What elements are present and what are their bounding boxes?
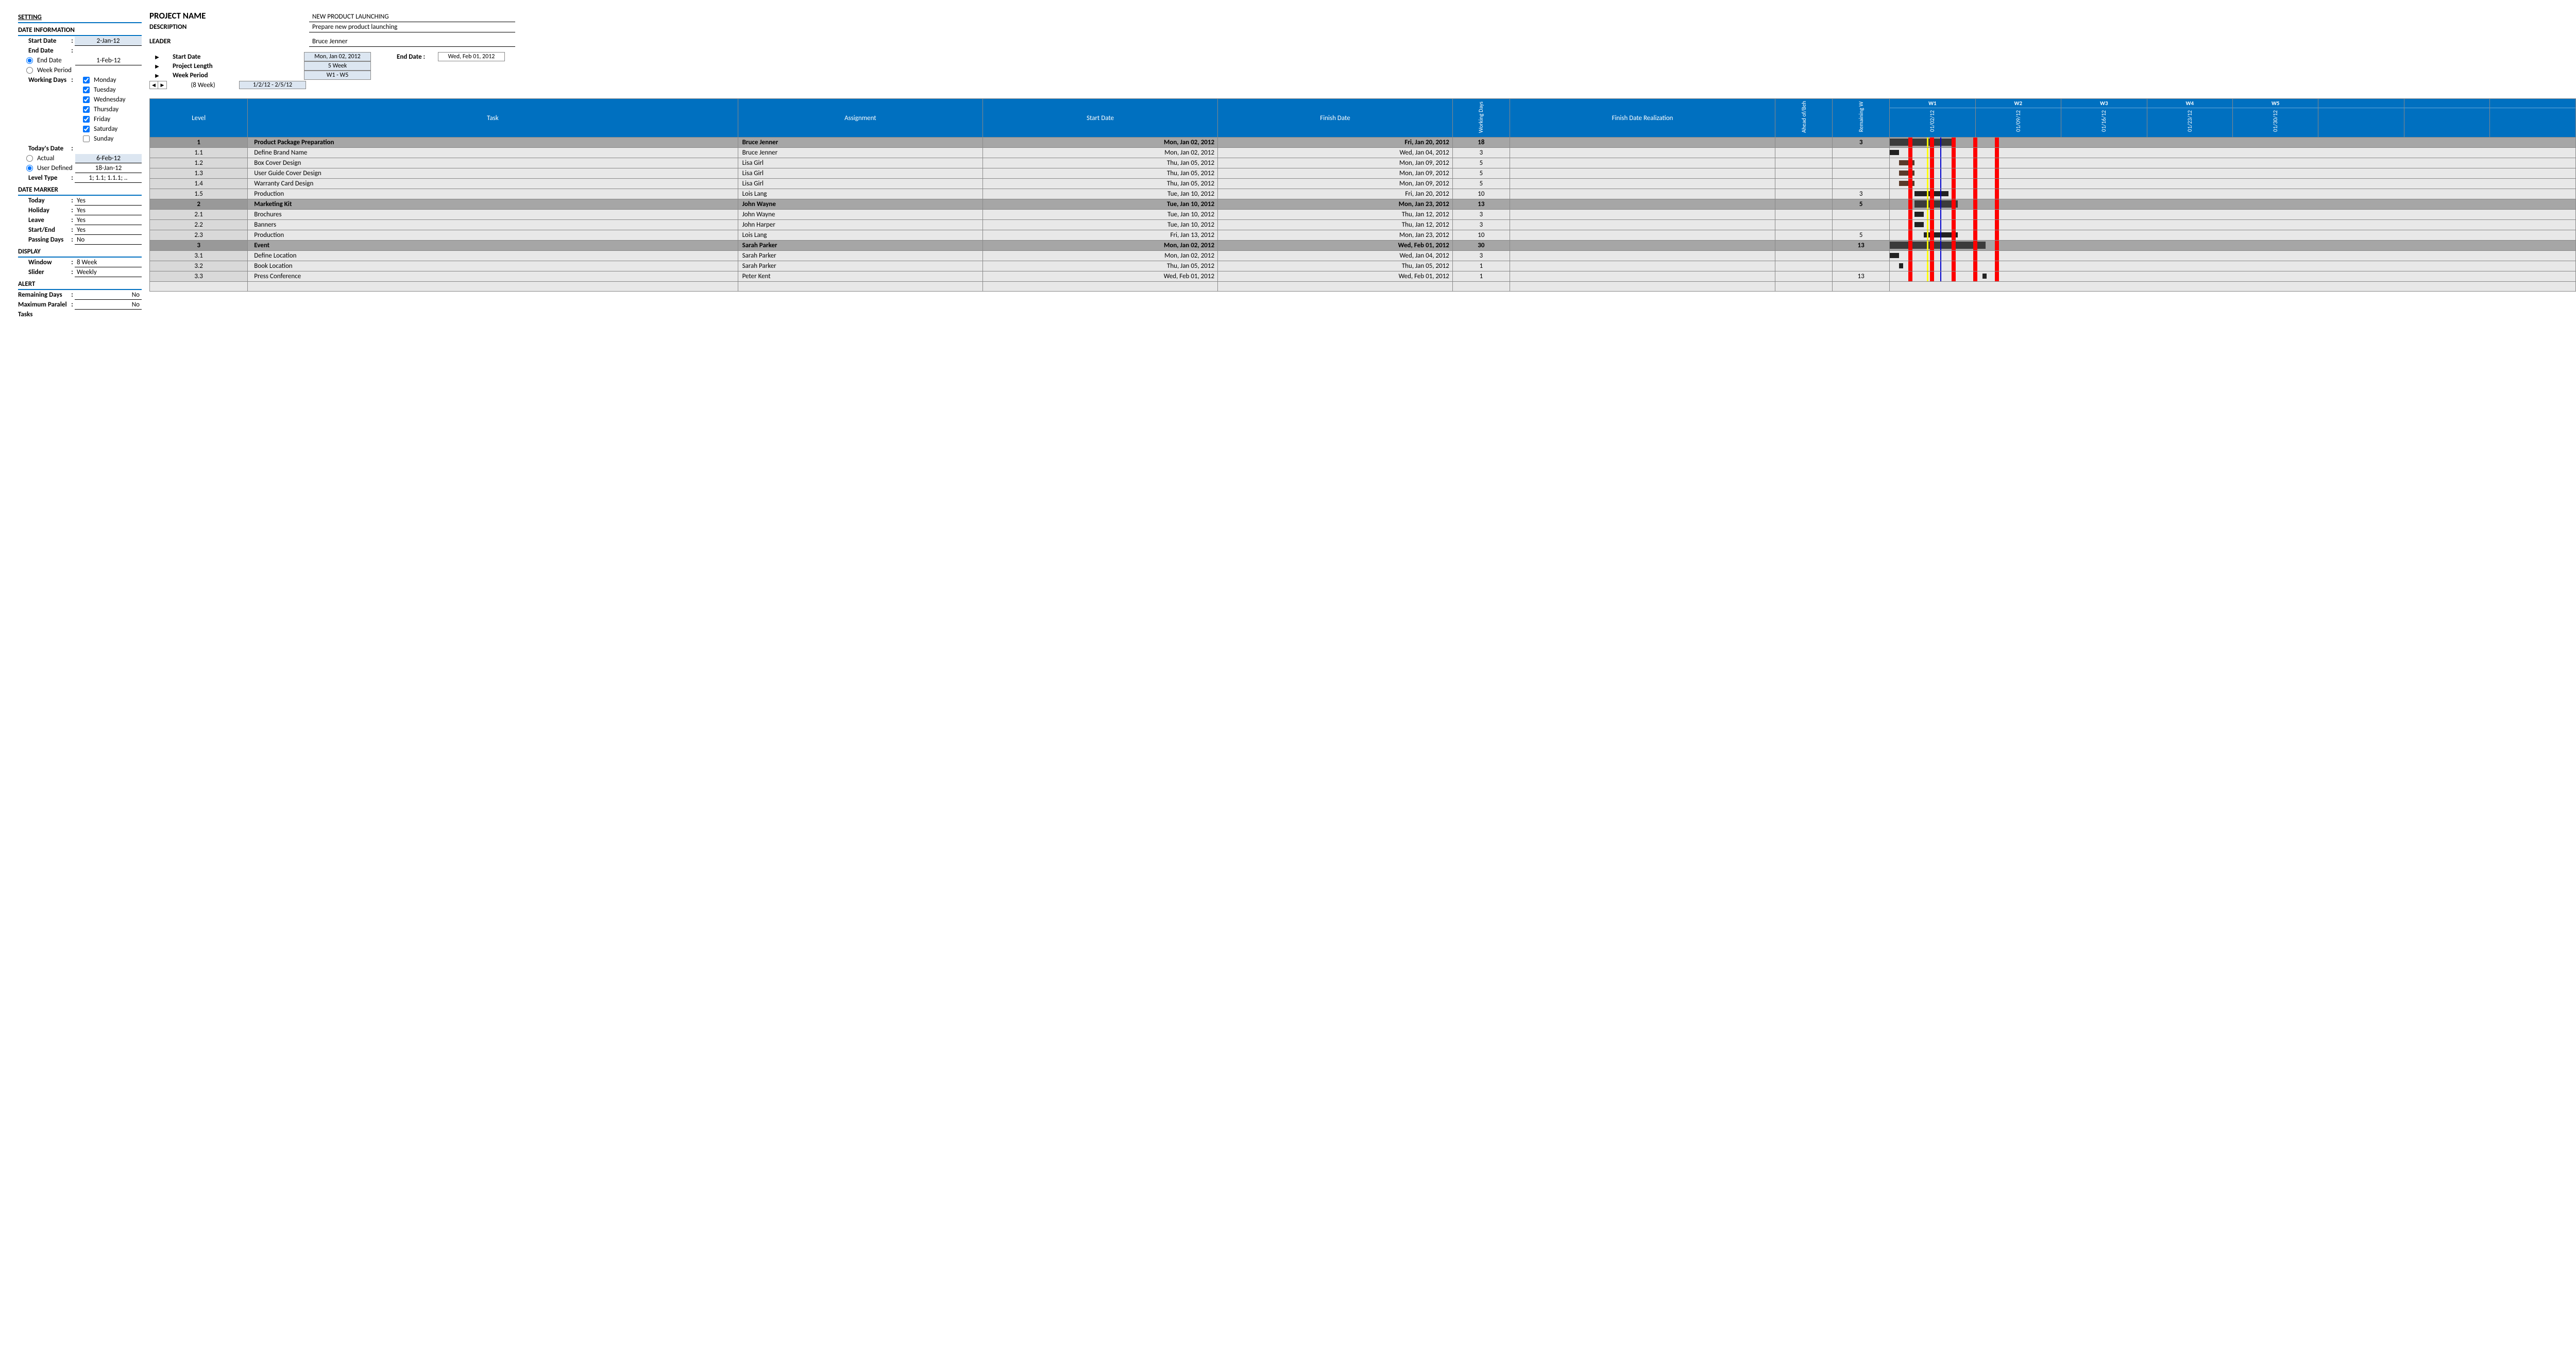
date-info-heading: DATE INFORMATION: [18, 25, 142, 36]
col-assign: Assignment: [738, 99, 983, 138]
monday-checkbox[interactable]: [83, 77, 90, 83]
gantt-bar: [1914, 212, 1924, 217]
date-marker-heading: DATE MARKER: [18, 185, 142, 196]
todays-date-label: Today's Date: [18, 145, 70, 152]
leave-marker-value[interactable]: Yes: [75, 216, 142, 225]
week-period-radio[interactable]: [26, 67, 33, 74]
start-date-value[interactable]: 2-Jan-12: [75, 37, 142, 46]
table-row[interactable]: 3.2Book LocationSarah ParkerThu, Jan 05,…: [150, 261, 2576, 271]
end-date-radio[interactable]: [26, 57, 33, 64]
project-start-value: Mon, Jan 02, 2012: [304, 52, 371, 61]
col-finish: Finish Date: [1218, 99, 1453, 138]
table-row[interactable]: 1.3User Guide Cover DesignLisa GirlThu, …: [150, 168, 2576, 179]
end-date-label: End Date: [18, 47, 70, 55]
slider-next-icon[interactable]: ▶: [158, 81, 166, 89]
leader-value[interactable]: Bruce Jenner: [309, 37, 515, 47]
table-row[interactable]: 2.2BannersJohn HarperTue, Jan 10, 2012Th…: [150, 220, 2576, 230]
gantt-bar: [1899, 263, 1903, 268]
project-length-value: 5 Week: [304, 61, 371, 71]
col-task: Task: [248, 99, 738, 138]
setting-heading: SETTING: [18, 12, 142, 23]
settings-sidebar: SETTING DATE INFORMATION Start Date:2-Ja…: [18, 10, 142, 319]
gantt-bar: [1890, 139, 1952, 146]
wednesday-checkbox[interactable]: [83, 96, 90, 103]
actual-date-value[interactable]: 6-Feb-12: [75, 154, 142, 163]
thursday-checkbox[interactable]: [83, 106, 90, 113]
week-slider[interactable]: ◀▶: [149, 81, 167, 89]
passing-marker-value[interactable]: No: [75, 235, 142, 245]
table-row[interactable]: 3.1Define LocationSarah ParkerMon, Jan 0…: [150, 251, 2576, 261]
arrow-icon: ▶: [149, 54, 165, 60]
remaining-alert-value[interactable]: No: [75, 291, 142, 300]
gantt-bar: [1914, 222, 1924, 227]
window-value[interactable]: 8 Week: [75, 258, 142, 267]
slider-prev-icon[interactable]: ◀: [150, 81, 158, 89]
table-row[interactable]: 2.1BrochuresJohn WayneTue, Jan 10, 2012T…: [150, 210, 2576, 220]
maxpar-alert-value[interactable]: No: [75, 300, 142, 310]
tuesday-checkbox[interactable]: [83, 87, 90, 93]
table-row[interactable]: 2.3ProductionLois LangFri, Jan 13, 2012M…: [150, 230, 2576, 241]
user-defined-value[interactable]: 18-Jan-12: [75, 164, 142, 173]
description-label: DESCRIPTION: [149, 23, 304, 31]
saturday-checkbox[interactable]: [83, 126, 90, 132]
working-days-label: Working Days: [18, 76, 70, 84]
gantt-table: LevelTaskAssignmentStart DateFinish Date…: [149, 98, 2576, 292]
col-start: Start Date: [983, 99, 1218, 138]
gantt-bar: [1890, 150, 1899, 155]
level-type-value[interactable]: 1; 1.1; 1.1.1; ..: [75, 174, 142, 183]
description-value[interactable]: Prepare new product launching: [309, 22, 515, 32]
table-row[interactable]: 1.5ProductionLois LangTue, Jan 10, 2012F…: [150, 189, 2576, 199]
today-marker-value[interactable]: Yes: [75, 196, 142, 206]
table-row[interactable]: 3.3Press ConferencePeter KentWed, Feb 01…: [150, 271, 2576, 282]
gantt-bar: [1890, 253, 1899, 258]
arrow-icon: ▶: [149, 63, 165, 70]
start-date-label: Start Date: [18, 37, 70, 45]
holiday-marker-value[interactable]: Yes: [75, 206, 142, 215]
actual-radio[interactable]: [26, 155, 33, 162]
main-panel: PROJECT NAME NEW PRODUCT LAUNCHING DESCR…: [149, 10, 2576, 319]
table-row[interactable]: 1.1Define Brand NameBruce JennerMon, Jan…: [150, 148, 2576, 158]
level-type-label: Level Type: [18, 174, 70, 182]
end-date-value[interactable]: 1-Feb-12: [75, 56, 142, 65]
gantt-bar: [1890, 242, 1986, 249]
user-defined-radio[interactable]: [26, 165, 33, 172]
display-heading: DISPLAY: [18, 247, 142, 258]
friday-checkbox[interactable]: [83, 116, 90, 123]
project-end-value: Wed, Feb 01, 2012: [438, 52, 505, 61]
alert-heading: ALERT: [18, 279, 142, 290]
table-row[interactable]: 1Product Package PreparationBruce Jenner…: [150, 138, 2576, 148]
table-row[interactable]: 1.2Box Cover DesignLisa GirlThu, Jan 05,…: [150, 158, 2576, 168]
arrow-icon: ▶: [149, 72, 165, 79]
week-period-value: W1 - W5: [304, 71, 371, 80]
leader-label: LEADER: [149, 38, 304, 45]
sunday-checkbox[interactable]: [83, 135, 90, 142]
table-row[interactable]: 3EventSarah ParkerMon, Jan 02, 2012Wed, …: [150, 241, 2576, 251]
startend-marker-value[interactable]: Yes: [75, 226, 142, 235]
project-name-label: PROJECT NAME: [149, 10, 304, 21]
slider-hint: (8 Week): [167, 81, 239, 89]
table-row[interactable]: 1.4Warranty Card DesignLisa GirlThu, Jan…: [150, 179, 2576, 189]
col-level: Level: [150, 99, 248, 138]
project-name-value[interactable]: NEW PRODUCT LAUNCHING: [309, 12, 515, 22]
table-row[interactable]: 2Marketing KitJohn WayneTue, Jan 10, 201…: [150, 199, 2576, 210]
date-range-value: 1/2/12 - 2/5/12: [239, 81, 306, 89]
gantt-bar: [1982, 274, 1987, 279]
slider-value[interactable]: Weekly: [75, 268, 142, 277]
